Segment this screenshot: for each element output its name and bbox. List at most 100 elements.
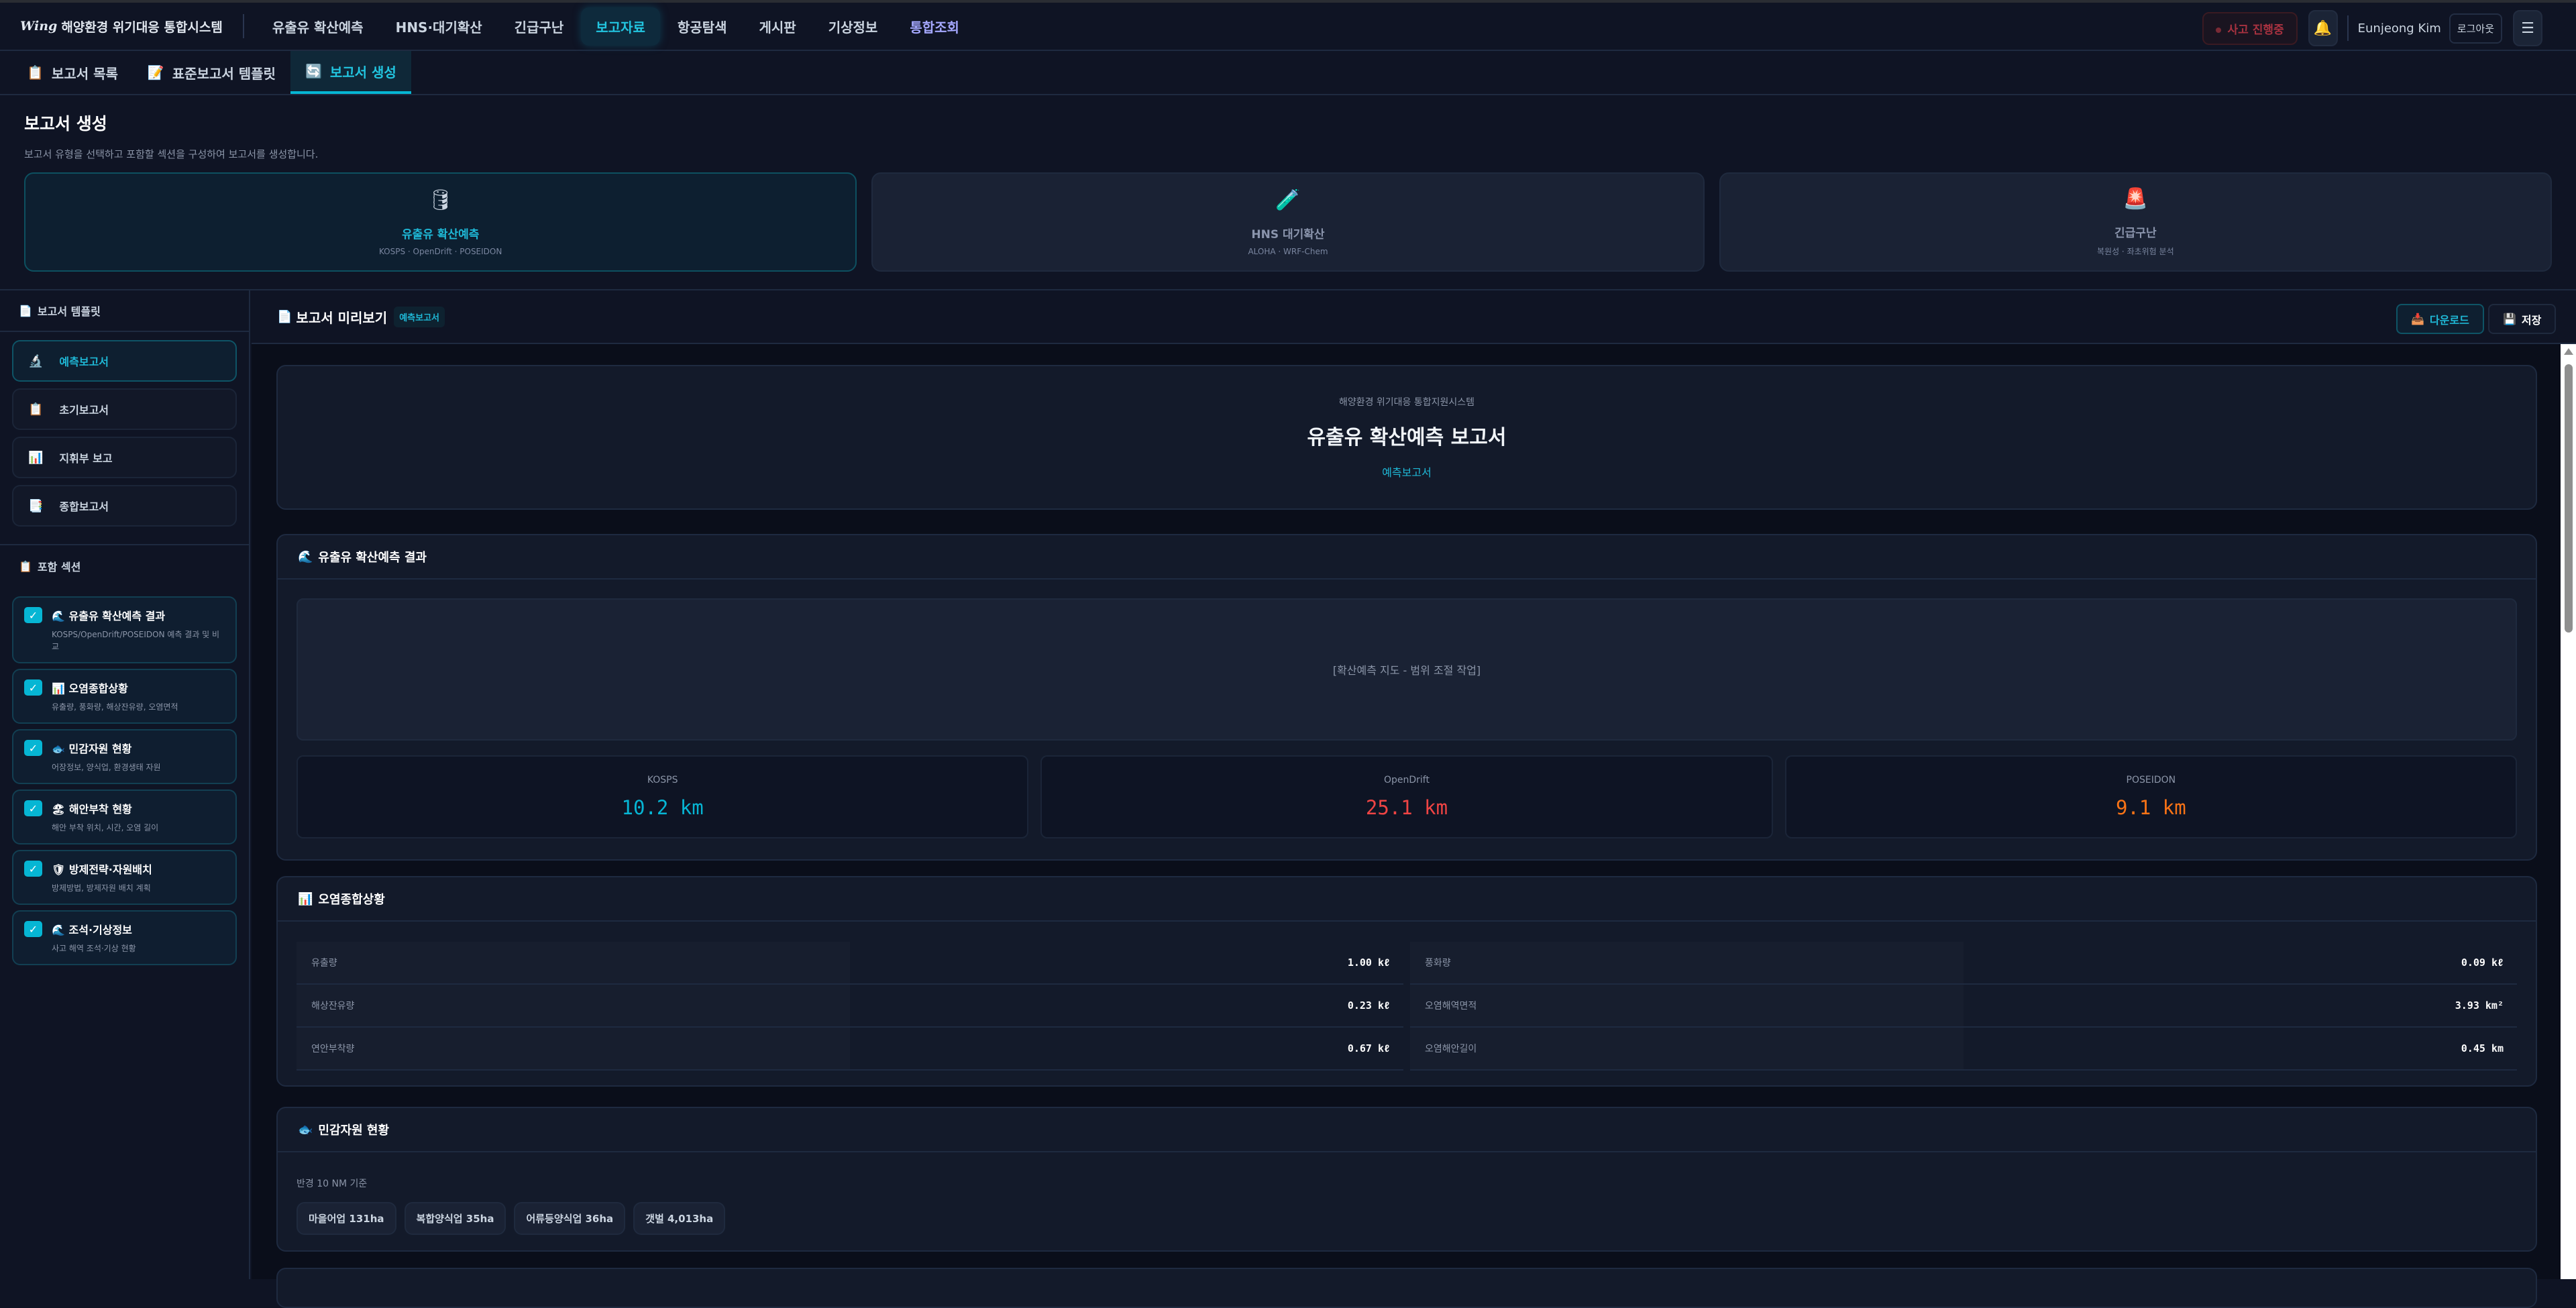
scroll-up-arrow-icon[interactable] xyxy=(2564,348,2573,355)
section-icon: 🌊 xyxy=(52,610,65,622)
status-dot-icon xyxy=(2215,27,2221,33)
preview-title: 보고서 미리보기 xyxy=(296,309,388,326)
section-title-text: 민감자원 현황 xyxy=(68,743,132,755)
row-label: 풍화량 xyxy=(1410,942,1964,983)
checkbox[interactable]: ✓ xyxy=(24,861,42,877)
checkbox[interactable]: ✓ xyxy=(24,679,42,696)
nav-rescue[interactable]: 긴급구난 xyxy=(514,19,564,36)
main-nav: 유출유 확산예측 HNS·대기확산 긴급구난 보고자료 항공탐색 게시판 기상정… xyxy=(258,7,974,46)
scrollbar-thumb[interactable] xyxy=(2565,364,2573,633)
section-title-text: 유출유 확산예측 결과 xyxy=(68,610,166,622)
section-item[interactable]: ✓ 🌊 유출유 확산예측 결과 KOSPS/OpenDrift/POSEIDON 예… xyxy=(12,596,237,663)
report-kind-badge: 예측보고서 xyxy=(394,306,445,327)
template-icon: 📋 xyxy=(28,402,44,417)
section-title: 유출유 확산예측 결과 xyxy=(318,551,427,565)
resource-chip: 복합양식업 35ha xyxy=(404,1202,506,1235)
section-item[interactable]: ✓ 🌊 조석·기상정보 사고 해역 조석·기상 현황 xyxy=(12,910,237,965)
template-label: 지휘부 보고 xyxy=(59,452,113,465)
model-card: KOSPS 10.2 km xyxy=(297,755,1029,838)
section-item[interactable]: ✓ 🛡 방제전략·자원배치 방제방법, 방제자원 배치 계획 xyxy=(12,850,237,905)
type-card-rescue[interactable]: 🚨 긴급구난 복원성 · 좌초위험 분석 xyxy=(1719,172,2552,272)
model-card: POSEIDON 9.1 km xyxy=(1784,755,2517,838)
table-right: 풍화량 0.09 kℓ 오염해역면적 3.93 km² 오염해안길이 0.45 km xyxy=(1410,942,2517,1071)
pollution-table: 유출량 1.00 kℓ 해상잔유량 0.23 kℓ 연안부착량 0.67 kℓ 풍화량 0.0… xyxy=(297,942,2517,1071)
template-item[interactable]: 🔬 예측보고서 xyxy=(12,340,237,382)
type-card-oil-spill[interactable]: 🛢 유출유 확산예측 KOSPS · OpenDrift · POSEIDON xyxy=(24,172,857,272)
nav-oil-spill[interactable]: 유출유 확산예측 xyxy=(272,19,364,36)
template-list: 🔬 예측보고서 📋 초기보고서 📊 지휘부 보고 📑 종합보고서 xyxy=(0,332,249,545)
section-desc: 유출량, 풍화량, 해상잔유량, 오염면적 xyxy=(52,702,178,712)
nav-board[interactable]: 게시판 xyxy=(759,19,796,36)
model-value: 10.2 km xyxy=(621,796,704,819)
hamburger-menu-icon[interactable]: ☰ xyxy=(2513,10,2542,46)
incident-label: 사고 진행중 xyxy=(2227,23,2284,37)
divider xyxy=(2347,15,2349,41)
template-item[interactable]: 📊 지휘부 보고 xyxy=(12,437,237,478)
section-list: ✓ 🌊 유출유 확산예측 결과 KOSPS/OpenDrift/POSEIDON 예… xyxy=(0,587,249,975)
row-value: 0.09 kℓ xyxy=(2461,956,2504,969)
section-item[interactable]: ✓ 📊 오염종합상황 유출량, 풍화량, 해상잔유량, 오염면적 xyxy=(12,669,237,724)
app-logo[interactable]: Wing 해양환경 위기대응 통합시스템 xyxy=(20,14,244,38)
clipboard-icon: 📋 xyxy=(27,64,44,80)
section-title: 포함 섹션 xyxy=(37,561,81,574)
incident-status-button[interactable]: 사고 진행중 xyxy=(2202,11,2298,45)
row-value: 0.67 kℓ xyxy=(1347,1042,1390,1054)
download-button[interactable]: 📥 다운로드 xyxy=(2396,304,2484,334)
tab-standard-template[interactable]: 📝 표준보고서 템플릿 xyxy=(133,51,290,94)
type-card-hns[interactable]: 🧪 HNS 대기확산 ALOHA · WRF-Chem xyxy=(871,172,1705,272)
type-sub: KOSPS · OpenDrift · POSEIDON xyxy=(378,246,502,256)
section-desc: 방제방법, 방제자원 배치 계획 xyxy=(52,883,151,893)
save-button[interactable]: 💾 저장 xyxy=(2488,304,2557,334)
section-desc: KOSPS/OpenDrift/POSEIDON 예측 결과 및 비교 xyxy=(52,630,220,651)
section-title: 🌊 조석·기상정보 xyxy=(52,921,136,937)
section-icon: 🐟 xyxy=(52,743,65,755)
document-pen-icon: 📝 xyxy=(147,64,164,80)
checkbox[interactable]: ✓ xyxy=(24,607,42,623)
tab-label: 보고서 생성 xyxy=(329,64,396,80)
section-text: 🛡 방제전략·자원배치 방제방법, 방제자원 배치 계획 xyxy=(52,861,152,894)
fish-icon: 🐟 xyxy=(298,1122,313,1137)
section-item[interactable]: ✓ 🏖 해안부착 현황 해안 부착 위치, 시간, 오염 길이 xyxy=(12,789,237,844)
tab-report-list[interactable]: 📋 보고서 목록 xyxy=(12,51,133,94)
test-tube-icon: 🧪 xyxy=(1275,188,1301,212)
row-label: 오염해역면적 xyxy=(1410,985,1964,1026)
table-row: 오염해안길이 0.45 km xyxy=(1410,1028,2517,1071)
nav-aerial[interactable]: 항공탐색 xyxy=(677,19,727,36)
section-text: 📊 오염종합상황 유출량, 풍화량, 해상잔유량, 오염면적 xyxy=(52,679,178,713)
scrollbar[interactable] xyxy=(2561,344,2576,1279)
section-title-text: 해안부착 현황 xyxy=(68,803,132,816)
checkbox[interactable]: ✓ xyxy=(24,921,42,937)
nav-integrated[interactable]: 통합조회 xyxy=(910,19,959,36)
nav-hns[interactable]: HNS·대기확산 xyxy=(395,19,482,36)
template-label: 예측보고서 xyxy=(59,356,109,368)
sections-header: 📋 포함 섹션 xyxy=(0,545,249,587)
logo-mark: Wing xyxy=(20,19,58,34)
nav-weather[interactable]: 기상정보 xyxy=(828,19,878,36)
checkbox[interactable]: ✓ xyxy=(24,740,42,756)
row-value: 0.45 km xyxy=(2461,1042,2504,1054)
section-spill-result: 🌊 유출유 확산예측 결과 [확산예측 지도 - 범위 조절 작업] KOSPS 1… xyxy=(276,534,2537,861)
type-name: HNS 대기확산 xyxy=(1251,227,1325,241)
section-desc: 어장정보, 양식업, 환경생태 자원 xyxy=(52,763,161,772)
logout-button[interactable]: 로그아웃 xyxy=(2449,13,2502,44)
nav-reports[interactable]: 보고자료 xyxy=(581,7,660,46)
section-header: 🌊 유출유 확산예측 결과 xyxy=(278,535,2536,580)
notification-bell-icon[interactable]: 🔔 xyxy=(2308,10,2338,46)
resource-chip: 갯벌 4,013ha xyxy=(633,1202,726,1235)
section-title: 🐟 민감자원 현황 xyxy=(52,740,161,756)
checkmark-icon: ✓ xyxy=(28,862,38,875)
button-label: 저장 xyxy=(2521,313,2542,327)
template-item[interactable]: 📑 종합보고서 xyxy=(12,485,237,527)
section-sensitive-resources: 🐟 민감자원 현황 반경 10 NM 기준 마을어업 131ha 복합양식업 35h… xyxy=(276,1107,2537,1252)
oil-drum-icon: 🛢 xyxy=(427,188,453,212)
page-header: 보고서 생성 보고서 유형을 선택하고 포함할 섹션을 구성하여 보고서를 생성… xyxy=(24,111,318,161)
type-name: 긴급구난 xyxy=(2114,227,2157,240)
tab-report-create[interactable]: 🔄 보고서 생성 xyxy=(290,51,411,94)
checkbox[interactable]: ✓ xyxy=(24,800,42,816)
tab-label: 보고서 목록 xyxy=(51,65,118,82)
template-item[interactable]: 📋 초기보고서 xyxy=(12,388,237,430)
model-name: OpenDrift xyxy=(1383,775,1430,785)
sidebar: 📄 보고서 템플릿 🔬 예측보고서 📋 초기보고서 📊 지휘부 보고 📑 종합보고서 📋 포함 섹… xyxy=(0,290,250,1279)
